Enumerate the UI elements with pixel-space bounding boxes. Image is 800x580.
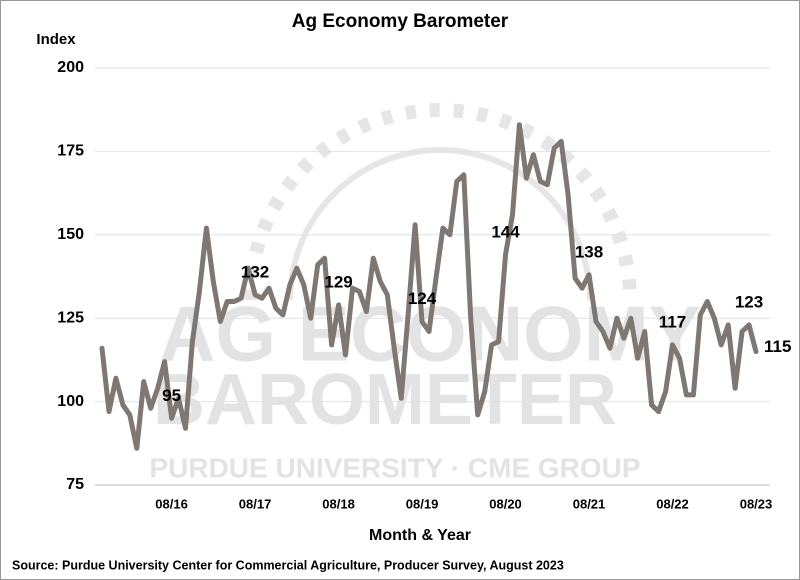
- x-axis-label: Month & Year: [369, 527, 471, 544]
- y-tick-label: 175: [57, 143, 84, 160]
- x-tick-label: 08/18: [322, 496, 355, 511]
- watermark: BAROMETER: [153, 360, 617, 440]
- data-label: 132: [241, 262, 269, 281]
- x-tick-label: 08/19: [406, 496, 439, 511]
- x-tick-label: 08/20: [489, 496, 522, 511]
- y-tick-label: 75: [66, 476, 84, 493]
- y-tick-label: 200: [57, 59, 84, 76]
- x-tick-label: 08/21: [573, 496, 606, 511]
- watermark: PURDUE UNIVERSITY · CME GROUP: [149, 452, 640, 483]
- data-label: 138: [575, 242, 603, 261]
- data-label: 95: [162, 386, 181, 405]
- y-tick-label: 150: [57, 226, 84, 243]
- x-tick-label: 08/23: [740, 496, 773, 511]
- chart-title: Ag Economy Barometer: [292, 11, 509, 32]
- y-tick-label: 125: [57, 309, 84, 326]
- x-tick-label: 08/17: [239, 496, 272, 511]
- data-line: [99, 122, 759, 451]
- data-label: 115: [764, 337, 791, 356]
- data-label: 117: [659, 312, 686, 331]
- x-tick-label: 08/16: [155, 496, 188, 511]
- source-note: Source: Purdue University Center for Com…: [12, 558, 564, 572]
- data-label: 123: [735, 292, 763, 311]
- data-label: 124: [408, 289, 437, 308]
- y-axis-label: Index: [36, 31, 76, 48]
- data-label: 129: [324, 272, 352, 291]
- y-tick-label: 100: [57, 393, 84, 410]
- data-label: 144: [491, 222, 520, 241]
- x-tick-label: 08/22: [656, 496, 689, 511]
